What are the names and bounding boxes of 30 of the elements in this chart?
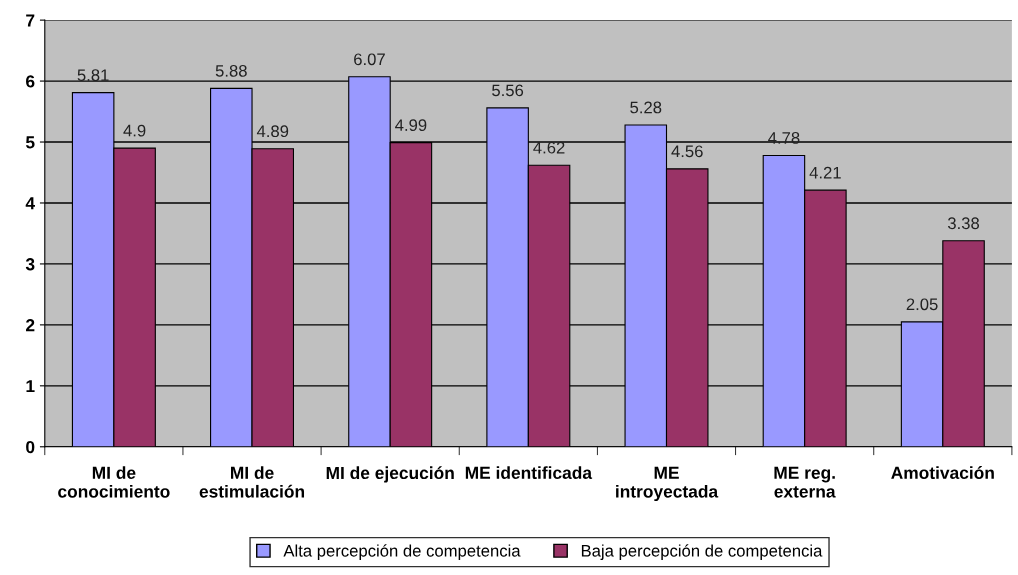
y-tick-label: 3 xyxy=(25,258,35,271)
y-tick-label: 1 xyxy=(26,380,35,393)
data-label: 3.38 xyxy=(947,217,980,230)
legend-label: Alta percepción de competencia xyxy=(283,544,521,560)
y-tick-label: 7 xyxy=(26,14,35,27)
data-label: 6.07 xyxy=(354,53,385,66)
x-tick-label: ME introyectada xyxy=(616,466,719,502)
data-label: 5.88 xyxy=(215,64,247,77)
y-tick-label: 6 xyxy=(26,75,35,88)
data-label: 4.89 xyxy=(256,125,289,138)
legend-label: Baja percepción de competencia xyxy=(581,544,823,560)
data-label: 4.21 xyxy=(809,166,841,179)
data-label: 4.9 xyxy=(123,124,146,137)
y-tick-label: 0 xyxy=(26,440,35,454)
x-tick-label: MI de ejecución xyxy=(326,466,454,483)
data-label: 5.28 xyxy=(630,101,662,114)
y-tick-label: 2 xyxy=(26,319,35,332)
data-label: 5.81 xyxy=(77,69,109,82)
data-label: 5.56 xyxy=(492,84,524,97)
x-tick-label: MI de conocimiento xyxy=(58,466,170,498)
x-tick-label: ME identificada xyxy=(465,466,593,479)
y-tick-label: 4 xyxy=(25,197,35,210)
data-label: 4.62 xyxy=(533,141,565,154)
data-label: 4.99 xyxy=(395,119,427,132)
data-label: 2.05 xyxy=(906,298,938,311)
y-tick-label: 5 xyxy=(25,136,35,149)
x-tick-label: ME reg. externa xyxy=(774,466,836,498)
x-tick-label: MI de estimulación xyxy=(199,466,305,498)
x-tick-label: Amotivación xyxy=(891,466,994,479)
data-label: 4.56 xyxy=(671,145,703,158)
